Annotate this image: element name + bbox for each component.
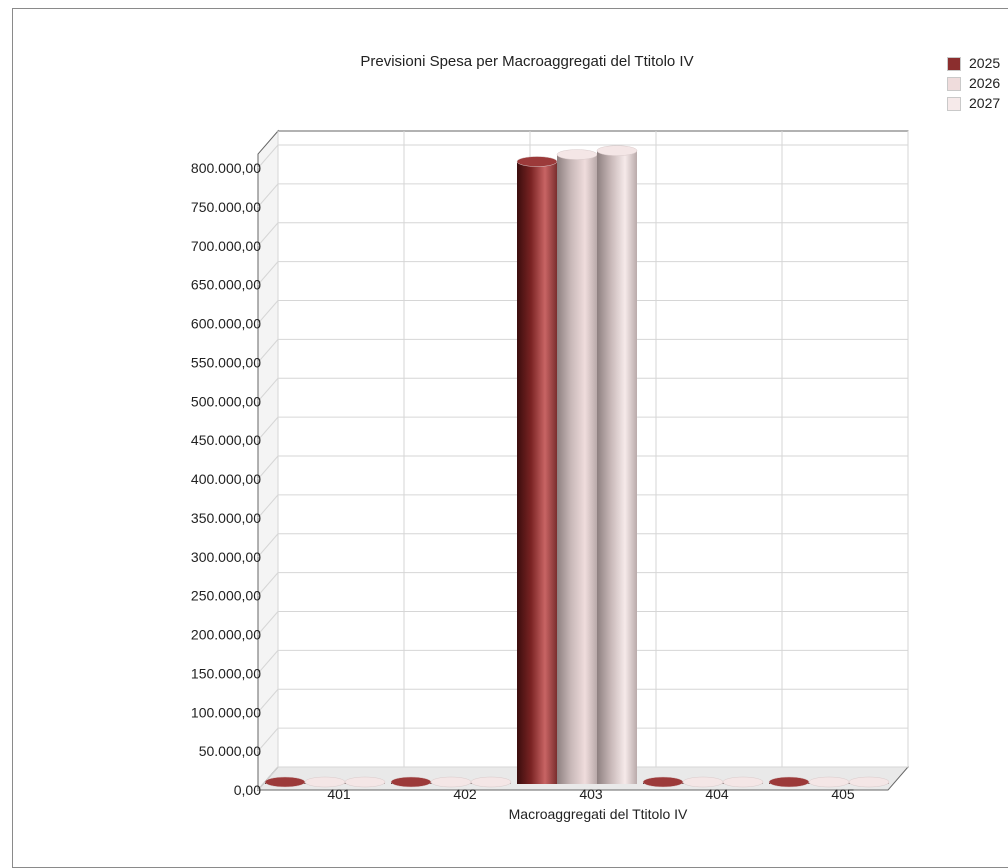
- x-axis-title: Macroaggregati del Ttitolo IV: [509, 806, 688, 822]
- y-tick-label: 750.000,00: [191, 199, 261, 215]
- y-tick-label: 150.000,00: [191, 665, 261, 681]
- y-tick-label: 450.000,00: [191, 432, 261, 448]
- gridline-y-side: [257, 766, 279, 791]
- y-tick-label: 600.000,00: [191, 316, 261, 332]
- bar-top-2027-402: [470, 776, 512, 788]
- gridline-y-side: [257, 416, 279, 441]
- y-tick-label: 250.000,00: [191, 588, 261, 604]
- bar-top-2027-404: [722, 776, 764, 788]
- gridline-y-side: [257, 455, 279, 480]
- bar-top-2025-404: [642, 776, 684, 788]
- gridline-y-side: [257, 533, 279, 558]
- legend-label-2026: 2026: [969, 75, 1001, 91]
- bar-top-2025-405: [768, 776, 810, 788]
- x-tick-label: 401: [327, 786, 351, 802]
- bar-top-2025-403: [516, 156, 558, 167]
- y-tick-label: 500.000,00: [191, 393, 261, 409]
- y-tick-label: 300.000,00: [191, 549, 261, 565]
- gridline-y-side: [257, 572, 279, 596]
- x-tick-label: 402: [453, 786, 477, 802]
- gridline-y-side: [257, 222, 279, 247]
- bar-2026-403: [557, 154, 597, 784]
- bar-top-2025-402: [390, 776, 432, 788]
- gridline-y-side: [257, 144, 279, 169]
- y-tick-label: 650.000,00: [191, 277, 261, 293]
- gridline-y-side: [257, 183, 279, 208]
- legend-swatch-2025: [947, 57, 961, 71]
- y-tick-label: 0,00: [234, 782, 261, 798]
- y-tick-label: 50.000,00: [199, 743, 261, 759]
- x-tick-label: 405: [831, 786, 855, 802]
- plot-area: 0,00 50.000,00 100.000,00 150.000,00 200.000…: [191, 129, 910, 802]
- bar-top-2027-405: [848, 776, 890, 788]
- legend-swatch-2026: [947, 77, 961, 91]
- gridline-y-side: [257, 494, 279, 519]
- side-wall: [257, 129, 279, 792]
- gridline-y-side: [257, 611, 279, 635]
- bar-top-2026-403: [556, 149, 598, 160]
- gridline-y-side: [257, 650, 279, 674]
- bar-top-2027-401: [344, 776, 386, 788]
- bar-top-2027-403: [596, 145, 638, 156]
- chart-frame: Previsioni Spesa per Macroaggregati del …: [12, 8, 1008, 868]
- y-tick-label: 800.000,00: [191, 160, 261, 176]
- x-tick-label: 404: [705, 786, 729, 802]
- legend-swatch-2027: [947, 97, 961, 111]
- y-tick-label: 100.000,00: [191, 704, 261, 720]
- bar-2027-403: [597, 150, 637, 785]
- gridline-y-side: [257, 727, 279, 752]
- y-tick-label: 200.000,00: [191, 627, 261, 643]
- y-tick-label: 550.000,00: [191, 354, 261, 370]
- gridline-y-side: [257, 377, 279, 402]
- legend-label-2025: 2025: [969, 55, 1001, 71]
- bar-top-2025-401: [264, 776, 306, 788]
- x-tick-label: 403: [579, 786, 603, 802]
- bar-chart: Previsioni Spesa per Macroaggregati del …: [191, 53, 910, 822]
- y-tick-label: 400.000,00: [191, 471, 261, 487]
- gridline-y-side: [257, 300, 279, 324]
- chart-title: Previsioni Spesa per Macroaggregati del …: [360, 53, 693, 70]
- y-tick-label: 350.000,00: [191, 510, 261, 526]
- gridline-y-side: [257, 339, 279, 363]
- gridline-y-side: [257, 688, 279, 713]
- legend-label-2027: 2027: [969, 95, 1001, 111]
- bar-2025-403: [517, 161, 557, 784]
- y-tick-label: 700.000,00: [191, 238, 261, 254]
- gridline-y-side: [257, 261, 279, 285]
